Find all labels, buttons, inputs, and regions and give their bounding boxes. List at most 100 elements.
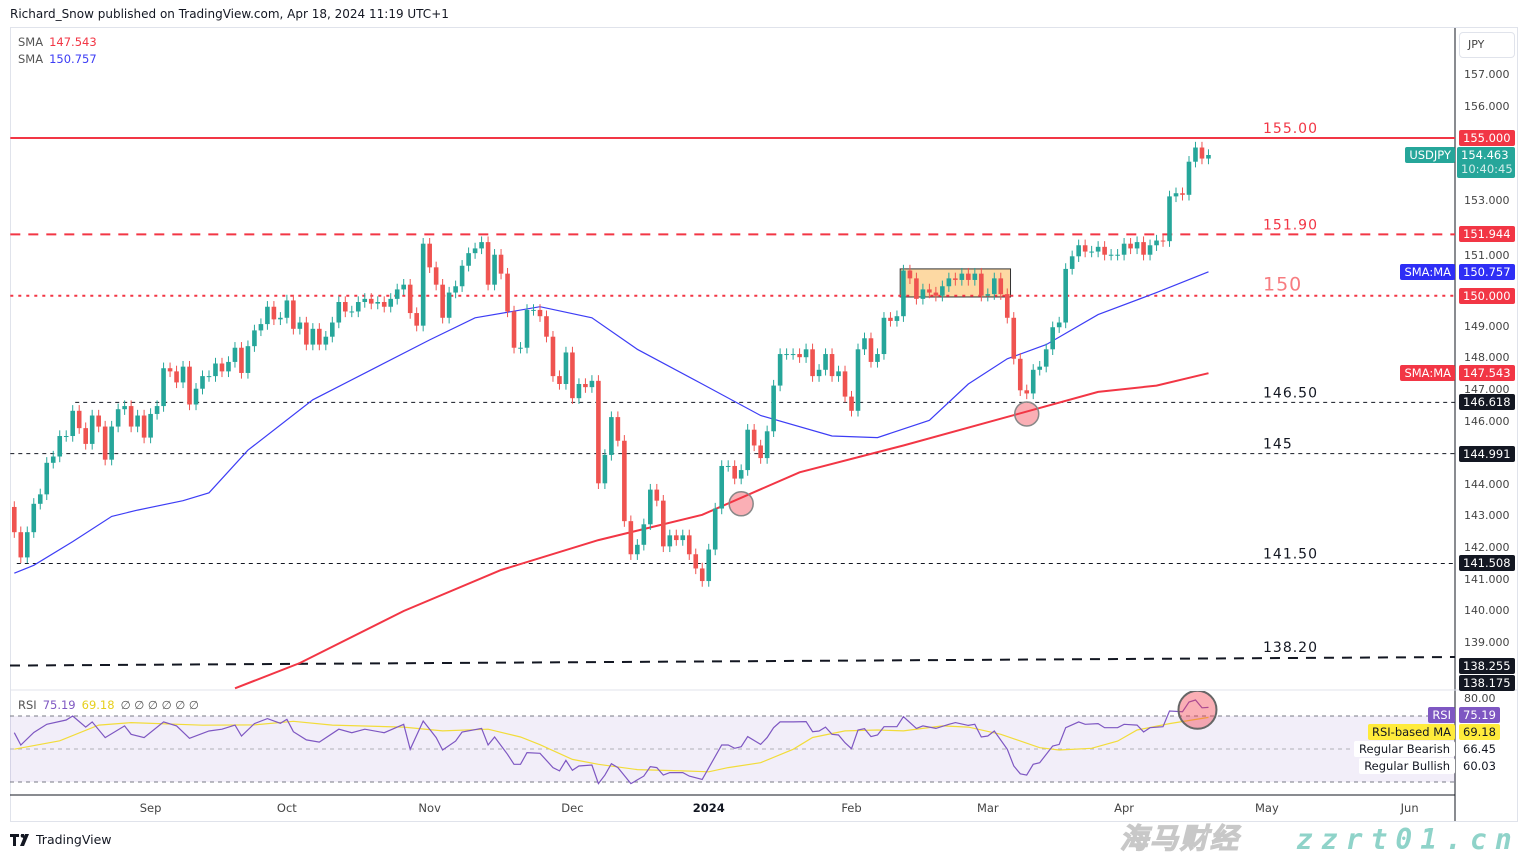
axis-value-tag[interactable]: 151.944 (1459, 226, 1515, 243)
axis-name-tag[interactable]: SMA:MA (1400, 365, 1455, 382)
candle-body (1180, 193, 1185, 195)
axis-name-tag[interactable]: USDJPY (1405, 147, 1455, 164)
candle (732, 460, 737, 485)
candle-body (1199, 147, 1205, 159)
rsi-legend[interactable]: RSI 75.19 69.18 ∅ ∅ ∅ ∅ ∅ ∅ (18, 698, 199, 712)
candle (829, 348, 835, 382)
candle-body (375, 302, 381, 304)
candle (336, 296, 342, 329)
candle-body (784, 354, 789, 356)
candle-body (76, 410, 82, 429)
candle-body (193, 388, 199, 405)
trendline (10, 656, 1455, 667)
currency-button[interactable]: JPY (1459, 32, 1515, 58)
candle (966, 267, 971, 286)
sma-200-legend[interactable]: SMA 147.543 (18, 35, 97, 49)
candle-body (823, 354, 828, 370)
candle-body (258, 324, 264, 331)
candle-body (1102, 246, 1107, 255)
candle (661, 494, 666, 553)
highlight-circle (1013, 401, 1040, 427)
axis-value-tag[interactable]: 154.463 10:40:45 (1457, 147, 1515, 179)
axis-value-tag[interactable]: 155.000 (1459, 130, 1515, 147)
candle-body (1186, 161, 1192, 195)
axis-value-tag[interactable]: 150.000 (1459, 287, 1515, 304)
candle (1076, 239, 1081, 262)
level-label: 151.90 (1263, 217, 1318, 233)
candle (427, 238, 432, 274)
time-tick: Oct (276, 801, 297, 815)
candle (440, 278, 445, 324)
axis-value-tag[interactable]: 69.18 (1459, 724, 1500, 740)
axis-value-tag[interactable]: 141.508 (1459, 555, 1515, 572)
price-tick: 146.000 (1464, 414, 1510, 428)
candle-body (751, 429, 757, 446)
candle (680, 529, 686, 546)
candle-body (1154, 240, 1159, 246)
candle (544, 310, 549, 343)
candle-body (907, 270, 913, 279)
axis-value-tag[interactable]: 138.175 (1459, 675, 1515, 692)
axis-value-tag[interactable]: 146.618 (1459, 394, 1515, 411)
candle (719, 460, 725, 515)
candle-body (920, 289, 926, 299)
candle (1199, 141, 1205, 165)
price-tick: 140.000 (1464, 604, 1510, 617)
candle (1082, 239, 1088, 258)
candle-body (1206, 154, 1211, 159)
candle-body (725, 465, 731, 467)
price-tick: 142.000 (1464, 540, 1510, 554)
candle-body (265, 306, 270, 325)
candle-body (174, 371, 179, 383)
axis-name-tag[interactable]: RSI (1428, 707, 1455, 723)
candle (855, 343, 861, 417)
axis-name-tag[interactable]: Regular Bullish (1359, 758, 1455, 774)
axis-name-tag[interactable]: SMA:MA (1400, 263, 1455, 280)
axis-value-tag[interactable]: 147.543 (1459, 365, 1515, 382)
axis-value-tag[interactable]: 144.991 (1459, 445, 1515, 462)
price-tick: 156.000 (1464, 99, 1510, 113)
candle (570, 346, 575, 404)
candle-body (810, 349, 815, 377)
sma-50-legend[interactable]: SMA 150.757 (18, 52, 97, 66)
sma-50-line (14, 271, 1209, 574)
candle-body (1037, 366, 1043, 370)
rsi-line (13, 699, 1209, 785)
candle (1089, 245, 1094, 258)
tradingview-logo[interactable]: TradingView (10, 832, 112, 847)
time-tick: Dec (561, 801, 584, 815)
candle (1167, 190, 1172, 247)
price-pane (10, 137, 1455, 690)
candle (583, 378, 588, 393)
axis-name-tag[interactable]: Regular Bearish (1354, 741, 1455, 757)
candle-body (317, 328, 322, 345)
candle (206, 370, 212, 382)
candle-body (693, 554, 699, 569)
axis-value-tag[interactable]: 138.255 (1459, 658, 1515, 675)
candle (245, 340, 251, 379)
candle (349, 305, 355, 318)
candle (959, 267, 965, 286)
axis-value-tag[interactable]: 150.757 (1459, 263, 1515, 280)
candle (686, 529, 692, 560)
candle (330, 316, 335, 343)
candle (297, 316, 303, 335)
axis-value-tag[interactable]: 66.45 (1459, 741, 1500, 757)
axis-value-tag[interactable]: 75.19 (1459, 707, 1500, 723)
candle (1069, 250, 1075, 275)
candle-body (161, 368, 166, 407)
candle (712, 502, 718, 556)
candle-body (278, 317, 283, 320)
rsi-legend-value: 75.19 (42, 698, 76, 712)
candle (842, 365, 848, 403)
candle-body (50, 456, 56, 463)
candle (174, 365, 179, 389)
candle (927, 283, 932, 299)
time-tick: Sep (139, 801, 162, 815)
candle-body (829, 354, 835, 377)
candle-body (187, 366, 192, 405)
candle-body (213, 363, 218, 377)
axis-value-tag[interactable]: 60.03 (1459, 758, 1500, 774)
axis-name-tag[interactable]: RSI-based MA (1368, 724, 1455, 740)
